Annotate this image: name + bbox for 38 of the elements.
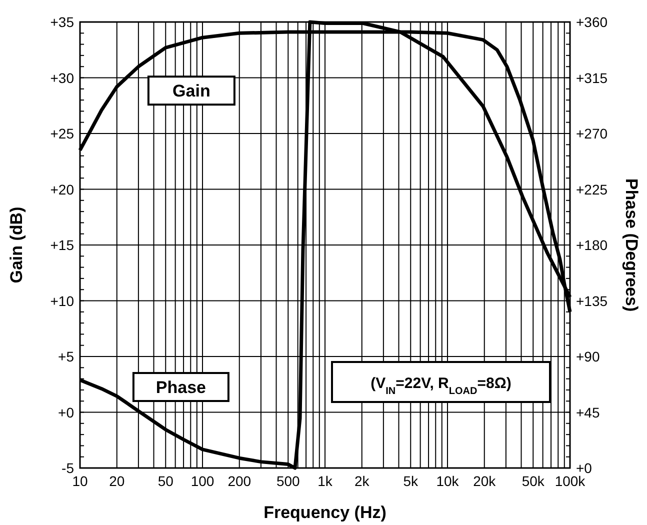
y-axis-title: Gain (dB) [7,206,26,284]
x-tick-label: 10k [436,473,460,489]
x-tick-label: 100 [190,473,214,489]
y-tick-label: +10 [50,292,74,309]
x-tick-label: 5k [403,473,420,489]
note-box: (V$_{IN}$=22V, R$_{LOAD}$=8Ω) [331,361,551,403]
y-tick-label: +0 [58,404,74,420]
x-axis-title: Frequency (Hz) [264,503,386,522]
y2-tick-label: +90 [576,348,600,364]
y2-tick-label: +360 [576,14,608,30]
y-tick-label: +30 [50,70,74,86]
x-tick-label: 100k [554,473,586,489]
annotation: (V$_{IN}$=22V, R$_{LOAD}$=8Ω) [370,375,512,396]
y2-tick-label: +315 [576,70,608,86]
y-tick-label: +20 [50,181,74,198]
x-tick-label: 50k [522,473,546,489]
y2-tick-label: +225 [576,181,608,198]
y2-tick-label: +0 [576,460,592,476]
y2-tick-label: +135 [576,292,608,309]
y-tick-label: +15 [50,237,74,253]
x-tick-label: 500 [276,473,300,489]
y-tick-label: +5 [58,348,74,364]
series-label: Phase [156,378,206,398]
y2-axis-title: Phase (Degrees) [622,178,641,312]
x-tick-label: 20 [109,473,125,489]
x-tick-label: 200 [228,473,252,489]
x-tick-label: 50 [158,473,174,489]
x-tick-label: 1k [318,473,334,489]
y-tick-label: -5 [62,460,74,476]
y-tick-label: +35 [50,14,74,30]
y2-tick-label: +180 [576,237,608,253]
x-tick-label: 2k [354,473,370,489]
y2-tick-label: +45 [576,404,600,420]
y2-tick-label: +270 [576,126,608,142]
x-tick-label: 10 [72,473,88,489]
y-tick-label: +25 [50,126,74,142]
x-tick-label: 20k [473,473,497,489]
series-label: Gain [172,82,210,101]
